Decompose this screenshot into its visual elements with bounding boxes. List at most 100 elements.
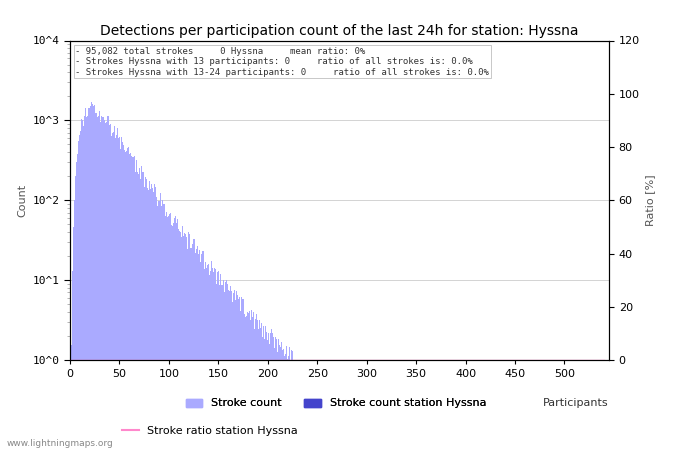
Bar [153, 184, 155, 450]
Bar [195, 253, 196, 450]
Bar [216, 284, 217, 450]
Bar [548, 360, 550, 450]
Bar [294, 360, 295, 450]
Bar [556, 360, 557, 450]
Bar [140, 180, 141, 450]
Bar [382, 360, 383, 450]
Bar [413, 360, 414, 450]
Bar [80, 130, 81, 450]
Bar [129, 154, 130, 450]
Bar [527, 360, 528, 450]
Bar [533, 360, 534, 450]
Bar [200, 262, 201, 450]
Bar [450, 360, 452, 450]
Bar [588, 360, 589, 450]
Bar [203, 251, 204, 450]
Bar [418, 360, 419, 450]
Bar [177, 219, 178, 450]
Bar [502, 360, 503, 450]
Bar [390, 360, 391, 450]
Bar [95, 113, 96, 450]
Bar [481, 360, 482, 450]
Bar [108, 116, 109, 450]
Bar [573, 360, 574, 450]
Bar [489, 360, 490, 450]
Bar [394, 360, 395, 450]
Bar [447, 360, 448, 450]
Bar [467, 360, 468, 450]
Bar [158, 201, 160, 450]
Title: Detections per participation count of the last 24h for station: Hyssna: Detections per participation count of th… [100, 24, 579, 38]
Bar [567, 360, 568, 450]
Bar [374, 360, 375, 450]
Bar [433, 360, 435, 450]
Bar [94, 105, 95, 450]
Bar [560, 360, 561, 450]
Bar [214, 268, 215, 450]
Bar [555, 360, 556, 450]
Bar [304, 360, 305, 450]
Bar [568, 360, 569, 450]
Bar [369, 360, 370, 450]
Bar [564, 360, 565, 450]
Bar [127, 148, 128, 450]
Bar [356, 360, 357, 450]
Bar [498, 360, 500, 450]
Bar [145, 177, 146, 450]
Bar [246, 312, 248, 450]
Bar [508, 360, 509, 450]
Bar [231, 291, 232, 450]
Bar [188, 231, 189, 450]
Bar [469, 360, 470, 450]
Bar [377, 360, 378, 450]
Bar [558, 360, 559, 450]
Bar [288, 356, 289, 450]
Bar [473, 360, 474, 450]
Bar [546, 360, 547, 450]
Bar [256, 314, 258, 450]
Bar [366, 360, 368, 450]
Bar [562, 360, 563, 450]
Bar [148, 181, 150, 450]
Bar [134, 156, 135, 450]
Bar [83, 126, 84, 450]
Bar [93, 107, 95, 450]
Bar [426, 360, 428, 450]
Bar [519, 360, 521, 450]
Bar [155, 197, 157, 450]
Bar [287, 360, 288, 450]
Bar [452, 360, 453, 450]
Bar [438, 360, 440, 450]
Bar [120, 149, 121, 450]
Bar [601, 360, 603, 450]
Bar [449, 360, 450, 450]
Bar [298, 360, 299, 450]
Bar [464, 360, 465, 450]
Bar [111, 136, 112, 450]
Bar [462, 360, 463, 450]
Bar [315, 360, 316, 450]
Bar [116, 135, 117, 450]
Bar [85, 108, 86, 450]
Bar [372, 360, 373, 450]
Bar [445, 360, 447, 450]
Bar [162, 200, 164, 450]
Bar [102, 117, 103, 450]
Bar [292, 351, 293, 450]
Bar [423, 360, 424, 450]
Bar [486, 360, 487, 450]
Bar [327, 360, 328, 450]
Bar [544, 360, 545, 450]
Bar [119, 137, 120, 450]
Bar [503, 360, 504, 450]
Bar [190, 248, 191, 450]
Bar [557, 360, 558, 450]
Bar [479, 360, 480, 450]
Bar [419, 360, 421, 450]
Bar [379, 360, 380, 450]
Bar [208, 264, 209, 450]
Bar [526, 360, 527, 450]
Bar [295, 360, 296, 450]
Bar [414, 360, 416, 450]
Bar [570, 360, 571, 450]
